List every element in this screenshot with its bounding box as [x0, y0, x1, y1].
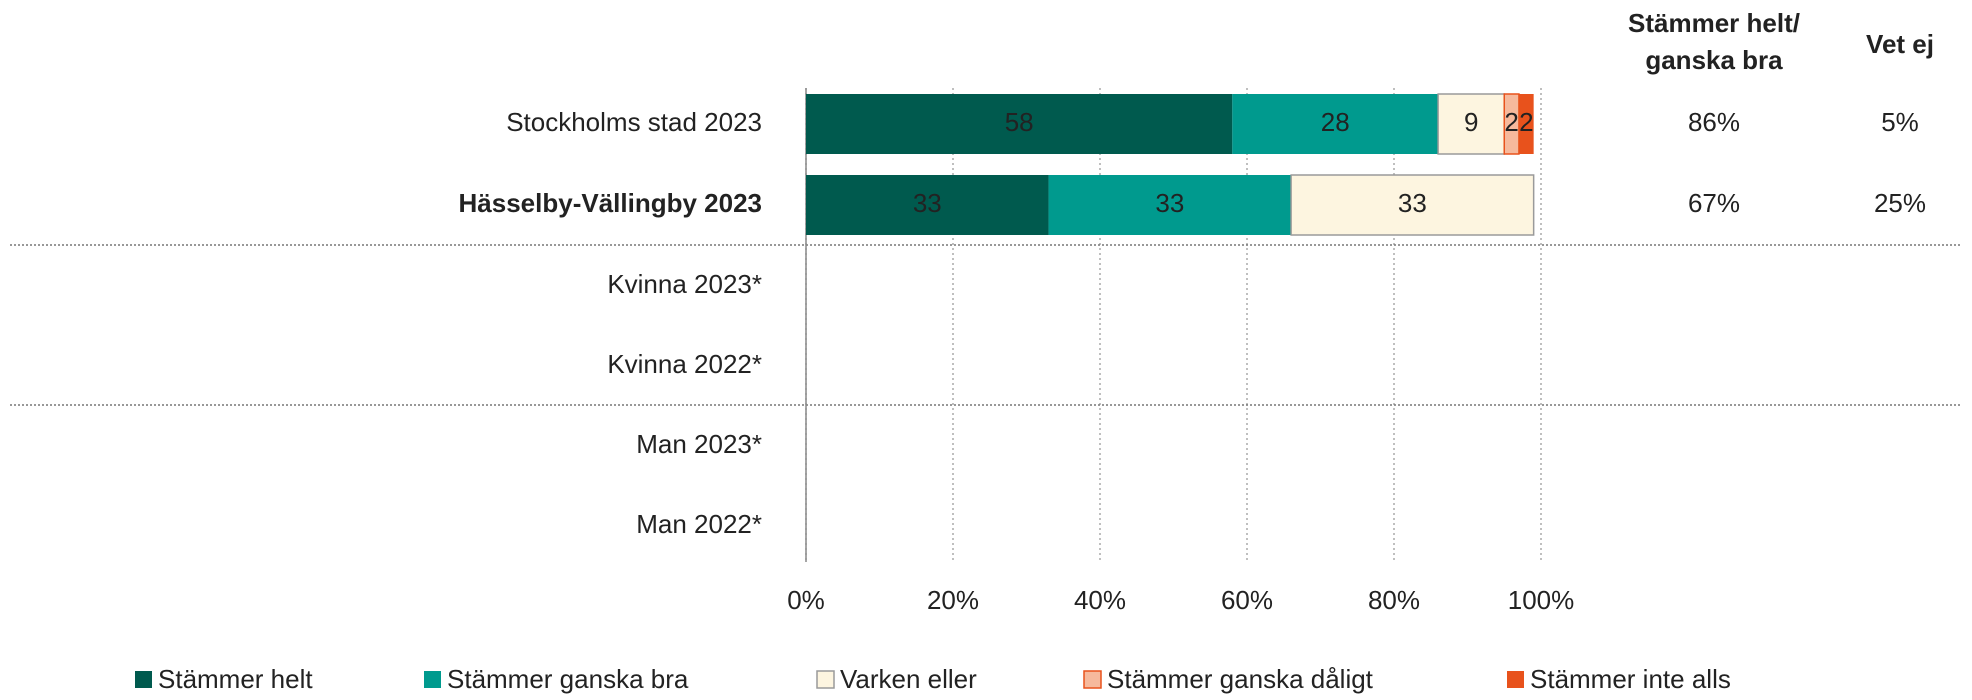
- bar-segment: [1290, 174, 1535, 236]
- category-label: Man 2023*: [636, 429, 762, 459]
- x-tick-label: 100%: [1508, 585, 1575, 615]
- data-label: 33: [1155, 188, 1184, 218]
- x-tick-label: 40%: [1074, 585, 1126, 615]
- data-label: 58: [1005, 107, 1034, 137]
- bar-segment: [806, 175, 1049, 235]
- column-header: Vet ej: [1866, 29, 1934, 59]
- x-tick-label: 20%: [927, 585, 979, 615]
- x-tick-label: 60%: [1221, 585, 1273, 615]
- data-label: 9: [1464, 107, 1478, 137]
- column-value: 86%: [1688, 107, 1740, 137]
- legend-label: Stämmer ganska dåligt: [1107, 664, 1374, 694]
- x-tick-label: 80%: [1368, 585, 1420, 615]
- column-header: Stämmer helt/: [1628, 8, 1800, 38]
- data-label: 2: [1519, 107, 1533, 137]
- legend-swatch: [1507, 671, 1524, 688]
- x-tick-label: 0%: [787, 585, 825, 615]
- data-label: 33: [1398, 188, 1427, 218]
- legend-label: Varken eller: [840, 664, 977, 694]
- column-value: 67%: [1688, 188, 1740, 218]
- legend-swatch: [1083, 670, 1102, 689]
- category-label: Kvinna 2023*: [607, 269, 762, 299]
- legend-label: Stämmer ganska bra: [447, 664, 689, 694]
- legend-label: Stämmer inte alls: [1530, 664, 1731, 694]
- data-label: 2: [1504, 107, 1518, 137]
- category-label: Hässelby-Vällingby 2023: [459, 188, 762, 218]
- bar-segment: [806, 94, 1233, 154]
- data-label: 28: [1321, 107, 1350, 137]
- column-header: ganska bra: [1645, 45, 1783, 75]
- bar-segment: [1232, 94, 1439, 154]
- legend-swatch: [135, 671, 152, 688]
- category-label: Man 2022*: [636, 509, 762, 539]
- legend-swatch: [424, 671, 441, 688]
- category-label: Kvinna 2022*: [607, 349, 762, 379]
- legend-label: Stämmer helt: [158, 664, 313, 694]
- column-value: 25%: [1874, 188, 1926, 218]
- bar-segment: [1437, 93, 1505, 155]
- bar-segment: [1518, 94, 1534, 154]
- legend-swatch: [816, 670, 835, 689]
- column-value: 5%: [1881, 107, 1919, 137]
- data-label: 33: [913, 188, 942, 218]
- bar-segment: [1048, 175, 1292, 235]
- category-label: Stockholms stad 2023: [506, 107, 762, 137]
